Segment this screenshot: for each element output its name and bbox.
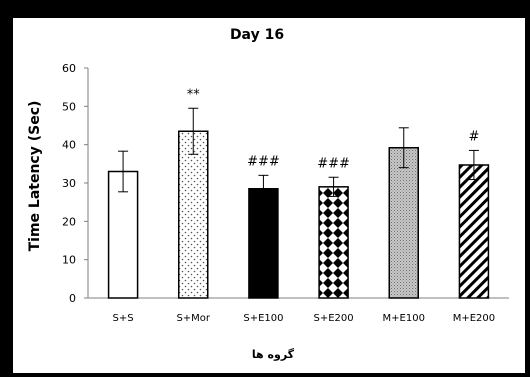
y-tick-label: 30 [62, 177, 76, 190]
y-tick-label: 60 [62, 62, 76, 75]
x-tick-label: M+E100 [383, 313, 425, 324]
bar-m-e100 [388, 146, 419, 299]
y-tick-label: 40 [62, 139, 76, 152]
significance-label: # [468, 129, 479, 144]
chart-title: Day 16 [230, 27, 284, 43]
x-tick-label: S+S [113, 313, 134, 324]
bar-m-e200 [458, 164, 490, 299]
x-tick-label: M+E200 [453, 313, 495, 324]
y-axis-label: Time Latency (Sec) [27, 101, 43, 252]
significance-label: ### [247, 154, 280, 169]
x-tick-label: S+E200 [314, 313, 354, 324]
significance-label: ** [187, 87, 201, 102]
x-axis-label: گروه ها [252, 348, 295, 361]
significance-label: ### [317, 156, 350, 171]
chart-panel: Day 16 Time Latency (Sec) گروه ها 0 10 20 3… [13, 18, 525, 373]
bar-s-e100 [248, 188, 279, 299]
x-tick-label: S+E100 [243, 313, 283, 324]
bar-s-e200 [318, 186, 349, 299]
y-tick-label: 20 [62, 215, 76, 228]
bar-chart: Day 16 Time Latency (Sec) گروه ها 0 10 20 3… [27, 27, 509, 361]
y-tick-label: 10 [62, 254, 76, 267]
y-tick-label: 0 [69, 292, 76, 305]
x-tick-label: S+Mor [176, 313, 210, 324]
y-tick-label: 50 [62, 100, 76, 113]
bar-s-mor [178, 130, 209, 299]
